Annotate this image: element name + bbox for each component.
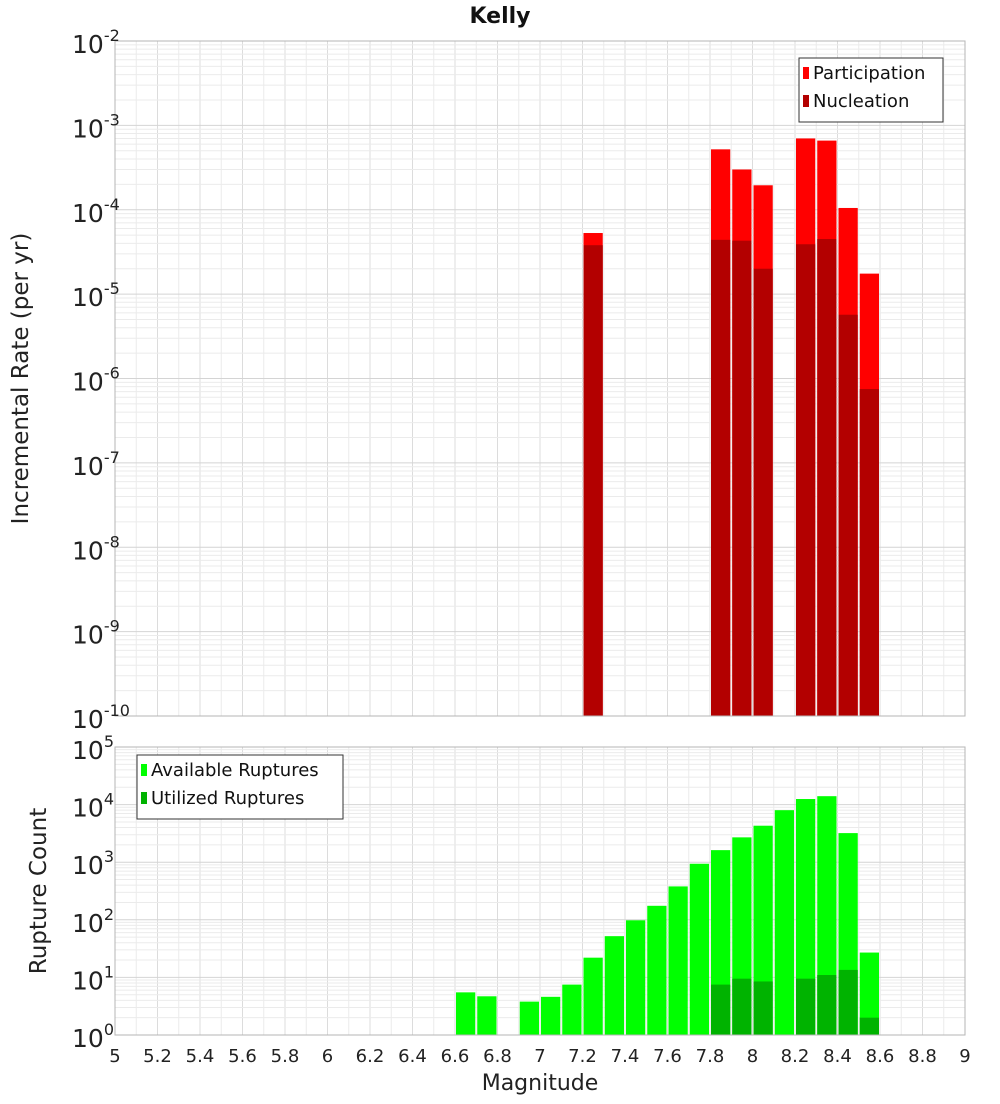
count-y-tick-label: 105: [72, 732, 114, 765]
count-legend-box: [136, 754, 344, 820]
rate-legend-swatch: [803, 95, 809, 107]
rate-bar-nucleation: [711, 239, 731, 716]
x-tick-label: 6.4: [398, 1046, 427, 1067]
chart-title: Kelly: [469, 4, 530, 29]
x-tick-label: 8: [747, 1046, 758, 1067]
x-tick-label: 7.6: [653, 1046, 682, 1067]
x-tick-label: 8.4: [823, 1046, 852, 1067]
count-bar-available-ruptures: [774, 810, 794, 1035]
count-bar-available-ruptures: [647, 905, 667, 1035]
x-tick-label: 8.8: [908, 1046, 937, 1067]
count-bar-available-ruptures: [541, 996, 561, 1035]
x-tick-label: 7: [534, 1046, 545, 1067]
count-legend: Available Ruptures Utilized Ruptures: [136, 754, 344, 820]
count-bar-available-ruptures: [477, 996, 497, 1035]
x-tick-label: 6.8: [483, 1046, 512, 1067]
x-tick-label: 8.2: [781, 1046, 810, 1067]
count-bar-available-ruptures: [796, 799, 816, 1035]
rate-y-tick-label: 10-5: [72, 279, 120, 312]
count-bar-available-ruptures: [456, 992, 476, 1035]
count-bar-utilized-ruptures: [838, 969, 858, 1035]
x-tick-label: 5.2: [143, 1046, 172, 1067]
rate-y-tick-label: 10-4: [72, 195, 120, 228]
count-legend-swatch: [141, 764, 147, 776]
count-legend-label: Available Ruptures: [151, 760, 319, 781]
rate-bar-nucleation: [838, 314, 858, 716]
count-bar-utilized-ruptures: [711, 984, 731, 1035]
count-bar-available-ruptures: [562, 984, 582, 1035]
x-tick-label: 5.8: [271, 1046, 300, 1067]
count-bar-available-ruptures: [626, 920, 646, 1035]
count-bar-available-ruptures: [859, 952, 879, 1035]
x-tick-label: 5: [109, 1046, 120, 1067]
x-tick-label: 6.6: [441, 1046, 470, 1067]
count-y-tick-label: 104: [72, 790, 114, 823]
rate-y-tick-label: 10-9: [72, 617, 120, 650]
count-y-tick-label: 100: [72, 1020, 114, 1053]
rate-legend-label: Participation: [813, 63, 925, 84]
count-y-tick-label: 103: [72, 847, 114, 880]
rate-legend: Participation Nucleation: [798, 57, 944, 123]
x-axis-label: Magnitude: [482, 1071, 599, 1096]
x-tick-label: 6.2: [356, 1046, 385, 1067]
x-tick-label: 7.4: [611, 1046, 640, 1067]
x-tick-label: 7.8: [696, 1046, 725, 1067]
count-y-tick-label: 101: [72, 962, 114, 995]
count-legend-swatch: [141, 792, 147, 804]
rate-legend-label: Nucleation: [813, 91, 909, 112]
count-bar-available-ruptures: [519, 1001, 539, 1035]
x-tick-label: 8.6: [866, 1046, 895, 1067]
count-y-axis-label: Rupture Count: [26, 808, 52, 974]
rate-gridlines: [114, 41, 966, 717]
count-legend-label: Utilized Ruptures: [151, 788, 304, 809]
rate-y-tick-label: 10-2: [72, 26, 120, 59]
rate-legend-swatch: [803, 67, 809, 79]
count-bar-utilized-ruptures: [732, 978, 752, 1035]
count-bar-utilized-ruptures: [796, 978, 816, 1035]
x-tick-label: 7.2: [568, 1046, 597, 1067]
x-tick-label: 9: [959, 1046, 970, 1067]
count-bar-utilized-ruptures: [859, 1017, 879, 1035]
rate-bar-nucleation: [753, 268, 773, 716]
rate-bar-nucleation: [732, 240, 752, 717]
rate-legend-box: [798, 57, 944, 123]
rate-y-tick-label: 10-10: [72, 701, 130, 734]
count-bar-available-ruptures: [668, 886, 688, 1035]
rate-bar-nucleation: [583, 245, 603, 717]
count-bar-available-ruptures: [583, 957, 603, 1035]
count-bar-utilized-ruptures: [817, 975, 837, 1035]
rate-plot-frame: [114, 40, 966, 717]
rate-bar-nucleation: [859, 389, 879, 716]
rate-y-axis-label: Incremental Rate (per yr): [8, 233, 34, 525]
count-plot-frame: [114, 746, 966, 1036]
count-bar-utilized-ruptures: [753, 981, 773, 1035]
count-y-tick-label: 102: [72, 905, 114, 938]
rate-y-tick-label: 10-6: [72, 364, 120, 397]
x-tick-label: 5.6: [228, 1046, 257, 1067]
rate-y-tick-label: 10-8: [72, 532, 120, 565]
count-bar-available-ruptures: [689, 863, 709, 1035]
count-bar-available-ruptures: [604, 936, 624, 1035]
rate-y-tick-label: 10-7: [72, 448, 120, 481]
rate-bar-nucleation: [796, 244, 816, 717]
rate-bar-nucleation: [817, 239, 837, 716]
rate-y-tick-label: 10-3: [72, 110, 120, 143]
x-tick-label: 6: [322, 1046, 333, 1067]
x-tick-label: 5.4: [186, 1046, 215, 1067]
